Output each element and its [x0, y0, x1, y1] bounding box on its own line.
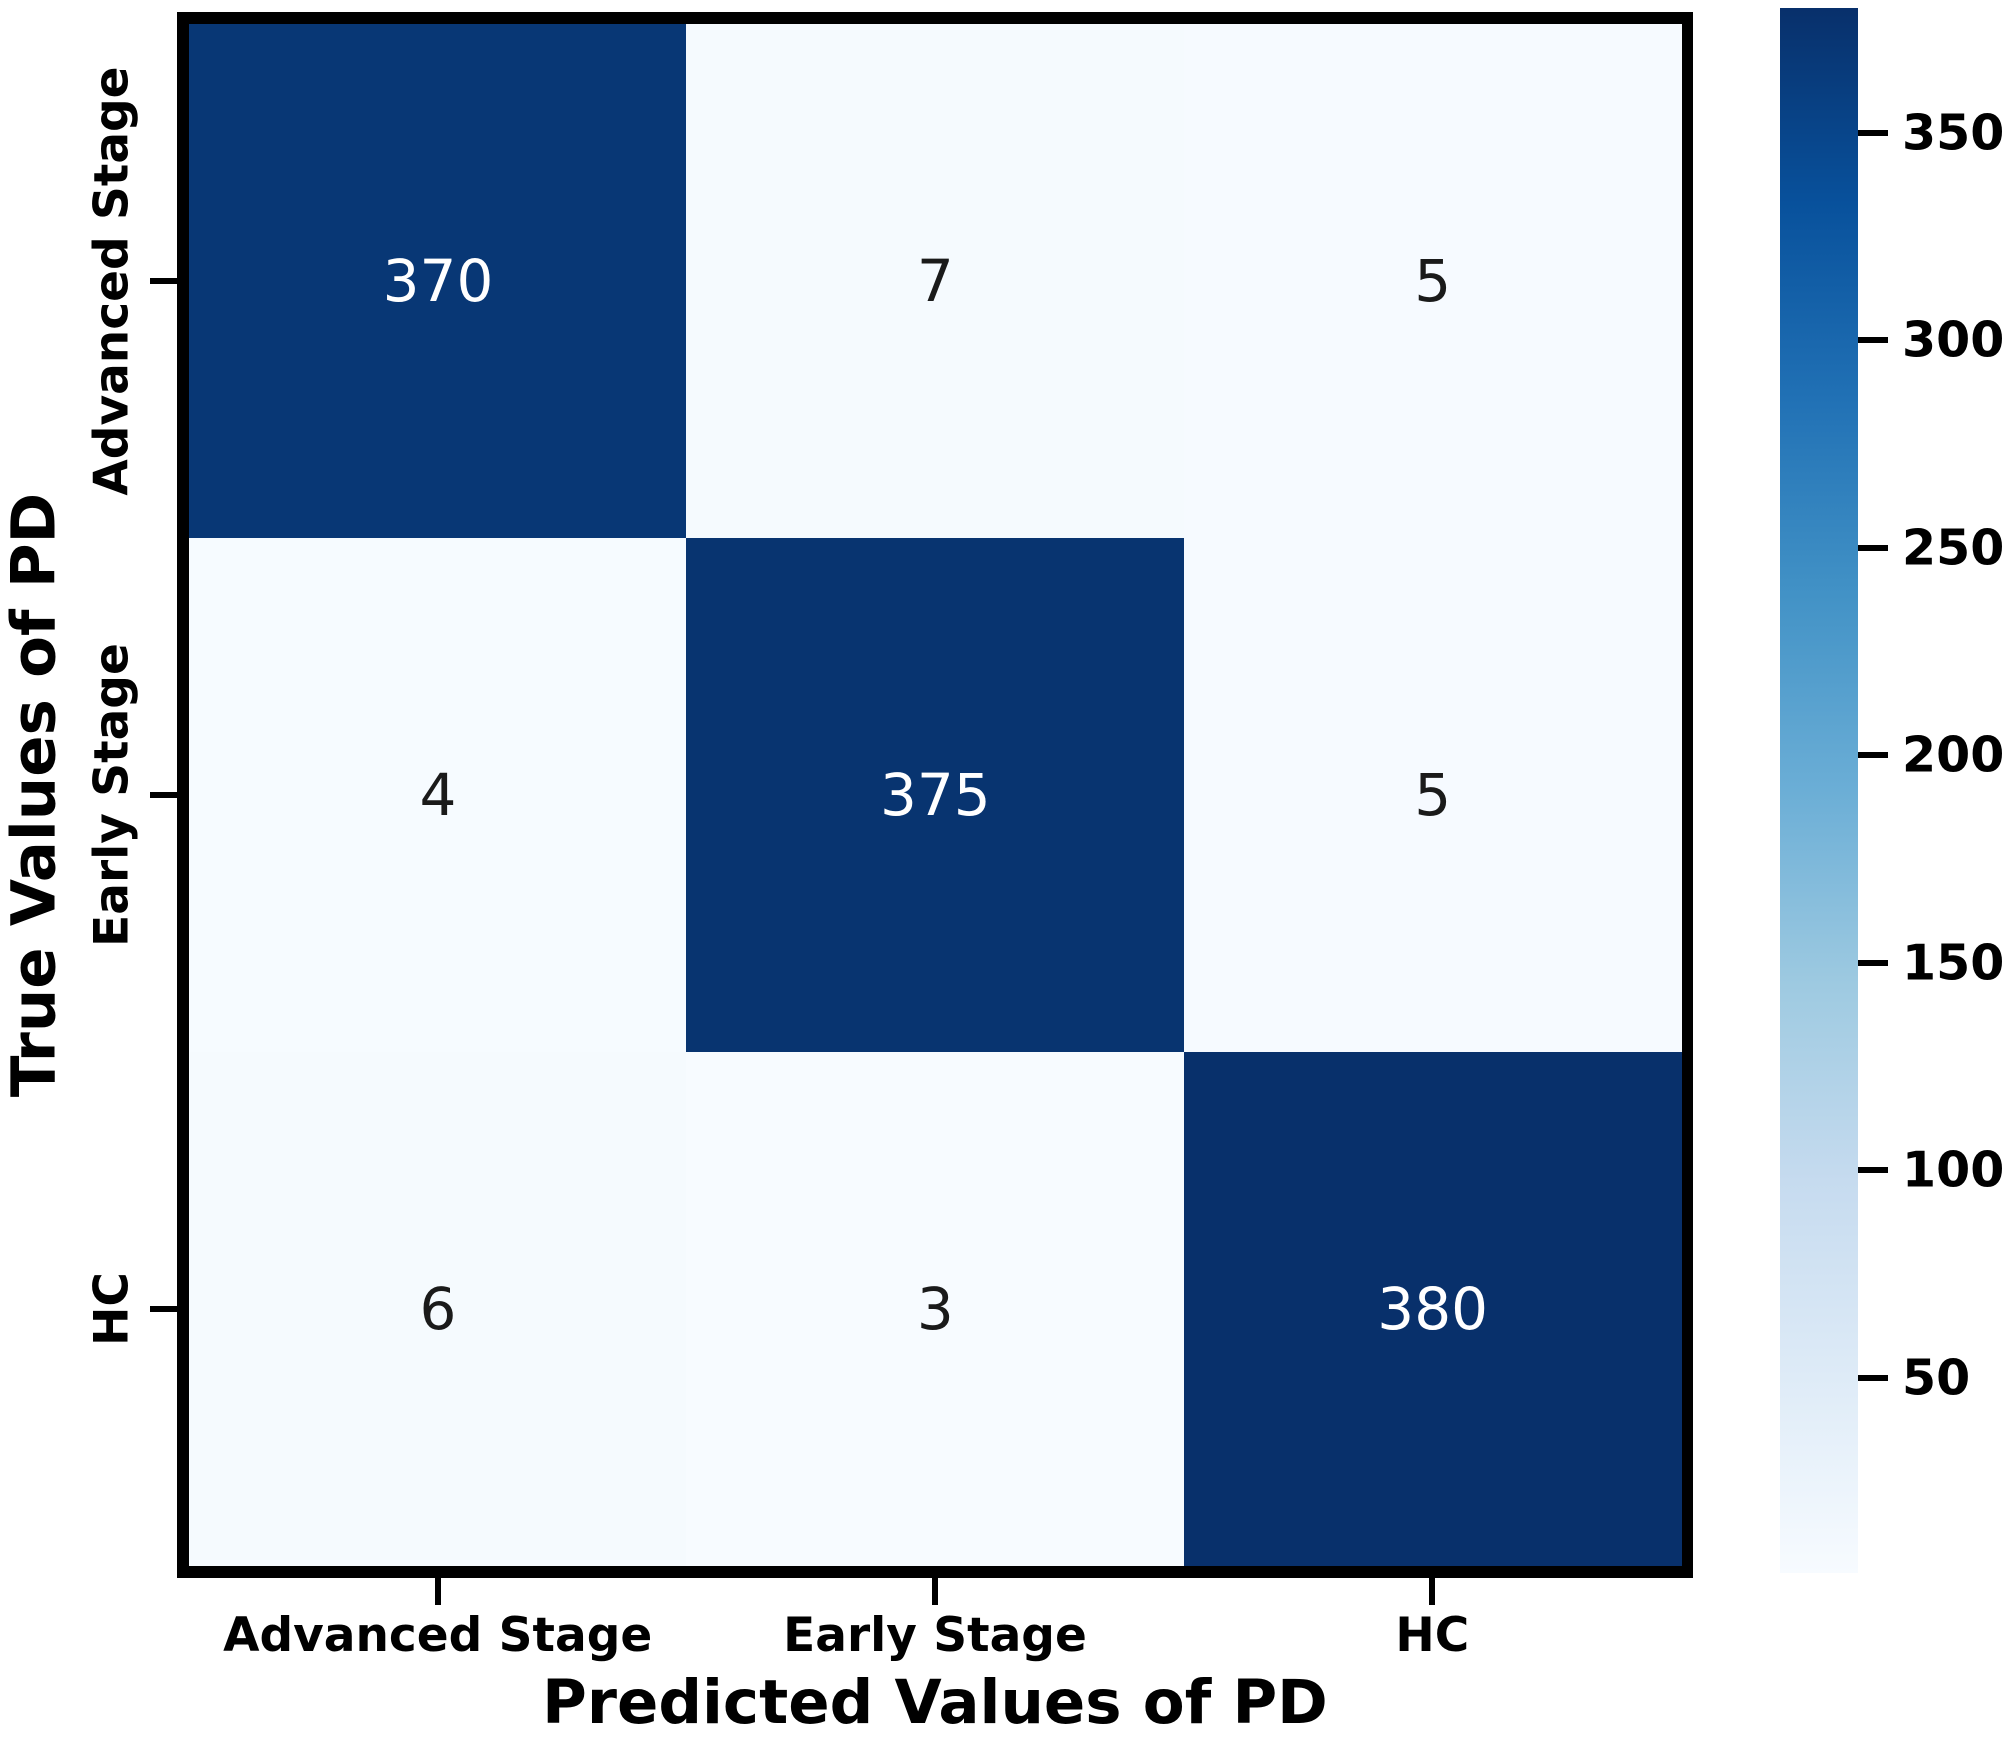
heatmap-cell: 5	[1183, 24, 1682, 538]
cell-value: 4	[419, 761, 457, 829]
y-tick-mark	[150, 1306, 177, 1312]
heatmap-cell: 370	[189, 24, 687, 538]
x-tick-mark	[1429, 1578, 1436, 1605]
x-tick-label: HC	[1395, 1608, 1470, 1663]
heatmap-grid: 370 7 5 4 375 5 6 3 380	[189, 24, 1682, 1566]
x-tick-mark	[932, 1578, 938, 1605]
colorbar-tick-label: 200	[1902, 726, 2005, 784]
colorbar-tick-mark	[1858, 337, 1888, 344]
y-tick-label: Advanced Stage	[84, 66, 140, 496]
colorbar-tick-label: 300	[1902, 311, 2005, 369]
y-tick-mark	[150, 792, 177, 798]
cell-value: 5	[1414, 761, 1452, 829]
x-tick-label: Advanced Stage	[223, 1608, 653, 1663]
colorbar-tick-label: 150	[1902, 934, 2005, 992]
colorbar-tick-label: 100	[1902, 1141, 2005, 1199]
colorbar-tick-mark	[1858, 959, 1888, 966]
heatmap-cell: 380	[1183, 1052, 1682, 1566]
heatmap-cell: 5	[1183, 538, 1682, 1052]
colorbar-tick-mark	[1858, 1167, 1888, 1174]
y-tick-label: HC	[84, 1272, 140, 1346]
heatmap-cell: 6	[189, 1052, 687, 1566]
colorbar-tick-label: 50	[1902, 1349, 1971, 1407]
x-tick-mark	[434, 1578, 441, 1605]
y-tick-mark	[150, 278, 177, 284]
heatmap-cell: 4	[189, 538, 687, 1052]
colorbar-tick-mark	[1858, 129, 1888, 136]
heatmap-cell: 3	[686, 1052, 1185, 1566]
colorbar-tick-label: 250	[1902, 519, 2005, 577]
cell-value: 7	[916, 247, 954, 315]
colorbar	[1780, 8, 1858, 1573]
x-axis-label: Predicted Values of PD	[542, 1667, 1328, 1738]
cell-value: 380	[1377, 1275, 1489, 1343]
cell-value: 375	[879, 761, 991, 829]
y-tick-label: Early Stage	[84, 643, 140, 947]
cell-value: 370	[382, 247, 494, 315]
colorbar-tick-mark	[1858, 752, 1888, 759]
x-tick-label: Early Stage	[783, 1608, 1087, 1663]
cell-value: 3	[916, 1275, 954, 1343]
heatmap-cell: 375	[686, 538, 1185, 1052]
colorbar-tick-label: 350	[1902, 104, 2005, 162]
y-axis-label: True Values of PD	[0, 492, 70, 1098]
heatmap-cell: 7	[686, 24, 1185, 538]
colorbar-tick-mark	[1858, 1374, 1888, 1381]
cell-value: 6	[419, 1275, 457, 1343]
colorbar-tick-mark	[1858, 544, 1888, 551]
cell-value: 5	[1414, 247, 1452, 315]
heatmap-axes: 370 7 5 4 375 5 6 3 380	[177, 12, 1693, 1578]
